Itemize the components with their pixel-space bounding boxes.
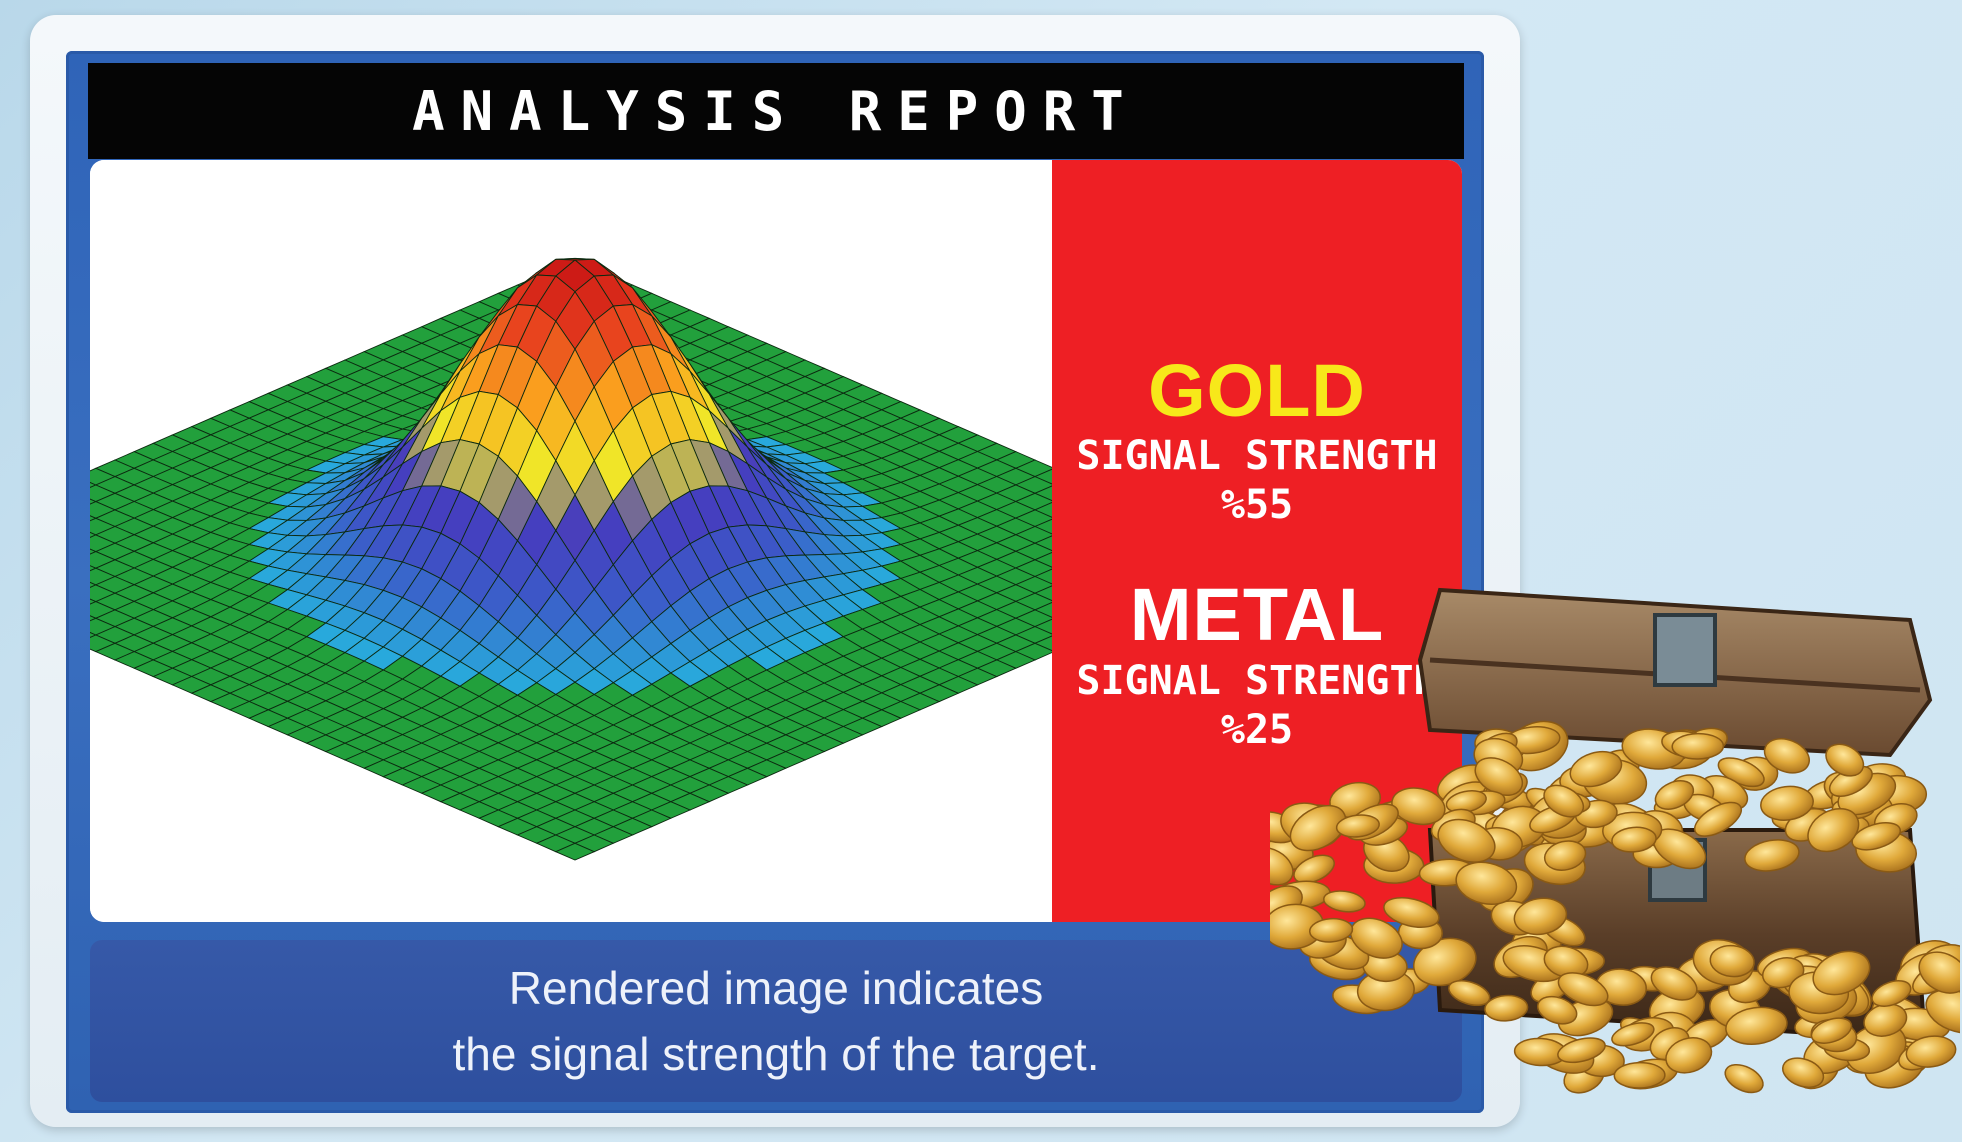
surface-mesh-cell bbox=[90, 531, 97, 538]
gold-coin bbox=[1807, 807, 1860, 853]
surface-mesh-cell bbox=[90, 515, 97, 522]
gold-coin bbox=[1455, 861, 1518, 905]
gold-coin bbox=[1323, 890, 1366, 913]
report-title-text: ANALYSIS REPORT bbox=[412, 79, 1140, 143]
caption-box: Rendered image indicates the signal stre… bbox=[90, 940, 1462, 1102]
gold-coin bbox=[1437, 818, 1496, 863]
caption-line-2: the signal strength of the target. bbox=[452, 1028, 1100, 1080]
gold-coin bbox=[1611, 1022, 1655, 1047]
surface-mesh-cell bbox=[90, 598, 97, 605]
gold-coin bbox=[1693, 801, 1743, 837]
gold-coin bbox=[1308, 917, 1354, 943]
gold-signal-value: %55 bbox=[1220, 482, 1294, 528]
gold-coin bbox=[1383, 896, 1440, 929]
surface-mesh-cell bbox=[90, 481, 97, 489]
surface-mesh-cell bbox=[1033, 502, 1052, 518]
caption-line-1: Rendered image indicates bbox=[508, 962, 1044, 1014]
gold-coin bbox=[1725, 1006, 1788, 1045]
gold-coin bbox=[1537, 995, 1578, 1025]
gold-coin bbox=[1289, 804, 1347, 852]
gold-coin bbox=[1671, 732, 1725, 760]
gold-coin bbox=[1918, 951, 1960, 994]
gold-coin bbox=[1724, 1063, 1764, 1094]
gold-coin bbox=[1665, 1037, 1713, 1074]
surface-mesh-cell bbox=[1033, 602, 1052, 618]
gold-coin bbox=[1825, 743, 1865, 777]
surface-mesh-cell bbox=[90, 581, 97, 588]
gold-coin bbox=[1709, 944, 1755, 978]
metal-signal-value: %25 bbox=[1220, 707, 1294, 753]
gold-coin bbox=[1613, 1061, 1666, 1089]
readout-panel: GOLD SIGNAL STRENGTH %55 METAL SIGNAL ST… bbox=[1052, 160, 1462, 922]
gold-coin bbox=[1654, 780, 1695, 810]
gold-coin bbox=[1513, 897, 1568, 936]
surface-mesh-cell bbox=[1033, 552, 1052, 568]
gold-coin bbox=[1905, 1035, 1957, 1068]
surface-mesh-cell bbox=[90, 631, 97, 639]
surface-mesh-cell bbox=[1033, 468, 1052, 485]
gold-coin bbox=[1611, 826, 1657, 853]
gold-label: GOLD bbox=[1148, 349, 1366, 432]
surface-mesh-cell bbox=[90, 498, 97, 505]
gaussian-peak-surface-icon bbox=[90, 257, 1052, 861]
analysis-panel: GOLD SIGNAL STRENGTH %55 METAL SIGNAL ST… bbox=[90, 160, 1462, 922]
gold-coin bbox=[1812, 950, 1871, 996]
surface-mesh-cell bbox=[1033, 535, 1052, 552]
gold-coin bbox=[1543, 784, 1585, 818]
gold-coin bbox=[1810, 1017, 1853, 1044]
gold-coin bbox=[1851, 822, 1902, 851]
surface-mesh-cell bbox=[1033, 618, 1052, 635]
treasure-chest-icon bbox=[1270, 587, 1960, 1094]
surface-mesh-cell bbox=[1033, 518, 1052, 535]
signal-plot bbox=[90, 160, 1052, 922]
gold-coin bbox=[1557, 972, 1609, 1007]
surface-mesh-cell bbox=[90, 548, 97, 555]
surface-mesh-cell bbox=[554, 842, 596, 861]
gold-coin bbox=[1270, 847, 1294, 886]
gold-coin bbox=[1763, 738, 1810, 774]
gold-coin bbox=[1448, 979, 1491, 1007]
gold-coin bbox=[1484, 994, 1529, 1022]
surface-mesh-cell bbox=[90, 565, 97, 572]
gold-coin bbox=[1557, 1037, 1606, 1064]
gold-coin bbox=[1871, 980, 1912, 1007]
gold-coin bbox=[1293, 854, 1335, 884]
gold-coin bbox=[1391, 787, 1446, 826]
gold-coin bbox=[1781, 1057, 1825, 1089]
report-title: ANALYSIS REPORT bbox=[88, 63, 1464, 159]
surface-mesh-cell bbox=[1033, 585, 1052, 602]
gold-coin bbox=[1543, 840, 1587, 871]
surface-mesh-cell bbox=[1033, 568, 1052, 585]
gold-coin bbox=[1760, 785, 1814, 821]
surface-mesh-cell bbox=[90, 615, 97, 622]
gold-signal-label: SIGNAL STRENGTH bbox=[1076, 433, 1438, 479]
gold-coin bbox=[1925, 989, 1960, 1034]
gold-coin bbox=[1569, 750, 1623, 788]
surface-mesh-cell bbox=[1033, 485, 1052, 502]
metal-signal-label: SIGNAL STRENGTH bbox=[1076, 658, 1438, 704]
gold-coin bbox=[1744, 839, 1800, 872]
metal-label: METAL bbox=[1129, 573, 1385, 656]
gold-coin bbox=[1650, 966, 1698, 1001]
gold-coin bbox=[1335, 814, 1380, 838]
surface-mesh-cell bbox=[1033, 635, 1052, 652]
